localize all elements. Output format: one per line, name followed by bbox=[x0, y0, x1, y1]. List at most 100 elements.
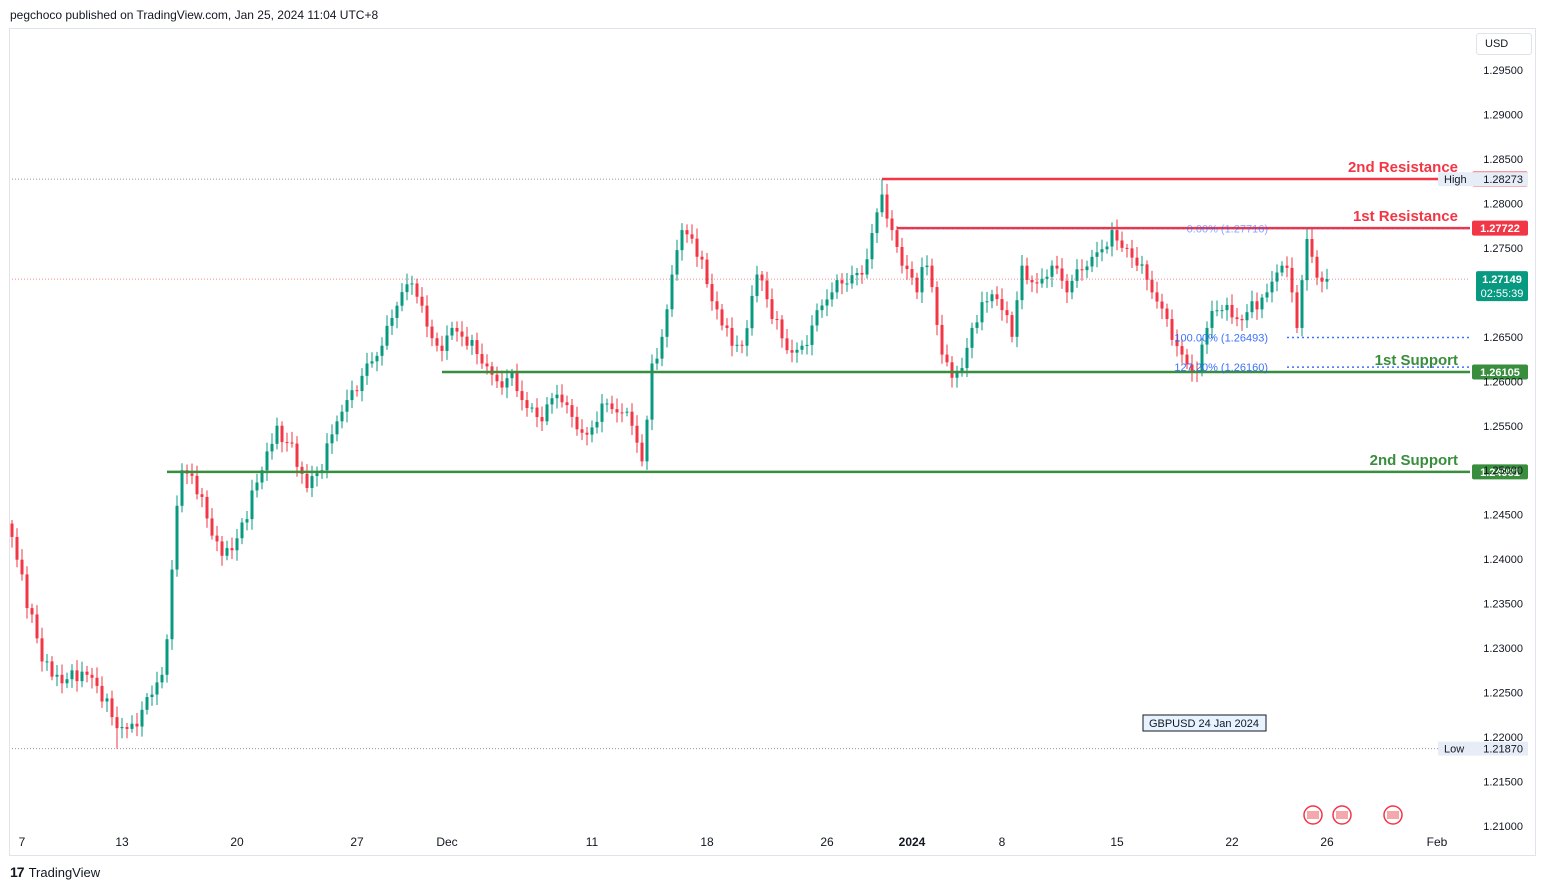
candle-body bbox=[1155, 292, 1159, 302]
y-tick-label: 1.25500 bbox=[1483, 421, 1523, 433]
x-tick-label: 26 bbox=[820, 835, 834, 849]
candle-body bbox=[1135, 257, 1139, 266]
candle-body bbox=[1305, 238, 1309, 281]
candle-body bbox=[1295, 292, 1299, 328]
x-tick-label: 22 bbox=[1225, 835, 1239, 849]
candle-body bbox=[850, 275, 854, 284]
candle-body bbox=[130, 723, 134, 729]
candle-body bbox=[115, 717, 119, 729]
candle-body bbox=[505, 378, 509, 388]
candle-body bbox=[35, 614, 39, 639]
candle-body bbox=[140, 709, 144, 727]
candle-body bbox=[1145, 264, 1149, 280]
candle-body bbox=[135, 723, 139, 727]
candle-body bbox=[745, 328, 749, 346]
candle-body bbox=[240, 522, 244, 539]
candle-body bbox=[220, 541, 224, 556]
level-price-text: 1.26105 bbox=[1480, 367, 1520, 379]
level-price-text: 1.27722 bbox=[1480, 223, 1520, 235]
candle-body bbox=[1140, 264, 1144, 266]
currency-selector[interactable]: USD bbox=[1476, 33, 1532, 55]
candle-body bbox=[230, 548, 234, 551]
candle-body bbox=[630, 411, 634, 426]
y-tick-label: 1.23500 bbox=[1483, 599, 1523, 611]
candle-body bbox=[1065, 280, 1069, 293]
candle-body bbox=[875, 212, 879, 234]
candle-body bbox=[520, 391, 524, 401]
candle-body bbox=[1115, 230, 1119, 241]
y-tick-label: 1.21500 bbox=[1483, 777, 1523, 789]
candle-body bbox=[1265, 292, 1269, 298]
fib-label: 127.20% (1.26160) bbox=[1174, 362, 1268, 374]
candle-body bbox=[855, 272, 859, 276]
candle-body bbox=[1035, 282, 1039, 284]
x-tick-label: 7 bbox=[19, 835, 26, 849]
candle-body bbox=[370, 361, 374, 364]
candle-body bbox=[250, 490, 254, 520]
candle-body bbox=[1040, 278, 1044, 284]
candle-body bbox=[480, 354, 484, 364]
candle-body bbox=[550, 398, 554, 405]
candle-body bbox=[1090, 256, 1094, 267]
level-label: 1st Resistance bbox=[1353, 208, 1458, 225]
candle-body bbox=[800, 345, 804, 350]
candle-body bbox=[475, 340, 479, 355]
candle-body bbox=[1245, 312, 1249, 321]
candle-body bbox=[840, 280, 844, 284]
candle-body bbox=[670, 274, 674, 310]
candle-body bbox=[410, 283, 414, 285]
candle-body bbox=[395, 305, 399, 318]
candle-body bbox=[615, 409, 619, 413]
candle-body bbox=[1320, 277, 1324, 282]
candle-body bbox=[935, 287, 939, 325]
x-tick-label: 8 bbox=[999, 835, 1006, 849]
candle-body bbox=[510, 372, 514, 379]
brand-name: TradingView bbox=[28, 864, 101, 880]
candle-body bbox=[690, 234, 694, 239]
candle-body bbox=[805, 344, 809, 346]
candle-body bbox=[485, 363, 489, 367]
candle-body bbox=[1045, 276, 1049, 279]
candle-body bbox=[720, 309, 724, 326]
candle-body bbox=[1000, 299, 1004, 311]
candle-body bbox=[1100, 249, 1104, 253]
candle-body bbox=[735, 344, 739, 346]
candle-body bbox=[710, 284, 714, 302]
candle-body bbox=[455, 327, 459, 332]
candle-body bbox=[680, 230, 684, 251]
candle-body bbox=[1260, 297, 1264, 310]
candle-body bbox=[1175, 339, 1179, 347]
candle-body bbox=[1180, 346, 1184, 355]
current-price-text: 1.27149 bbox=[1482, 274, 1522, 286]
candle-body bbox=[900, 246, 904, 266]
candle-body bbox=[865, 259, 869, 275]
candle-body bbox=[260, 470, 264, 483]
candle-body bbox=[270, 443, 274, 452]
candle-body bbox=[1085, 266, 1089, 271]
candle-body bbox=[225, 548, 229, 556]
x-tick-label: 27 bbox=[350, 835, 364, 849]
candle-body bbox=[1055, 265, 1059, 269]
extreme-tag-price: 1.21870 bbox=[1483, 744, 1523, 756]
candle-body bbox=[640, 442, 644, 462]
candle-body bbox=[1170, 319, 1174, 340]
candle-body bbox=[360, 375, 364, 392]
candle-body bbox=[465, 336, 469, 346]
candle-body bbox=[775, 319, 779, 321]
candle-body bbox=[920, 267, 924, 293]
candle-body bbox=[1080, 269, 1084, 271]
candle-body bbox=[1050, 265, 1054, 277]
chart-frame bbox=[9, 28, 1536, 856]
candle-body bbox=[1160, 301, 1164, 309]
extreme-tag bbox=[1438, 741, 1528, 756]
candle-body bbox=[215, 535, 219, 542]
candle-body bbox=[835, 280, 839, 293]
candle-body bbox=[1025, 265, 1029, 280]
candle-body bbox=[725, 325, 729, 328]
candle-body bbox=[795, 349, 799, 353]
candle-body bbox=[65, 679, 69, 684]
extreme-tag-label: High bbox=[1444, 174, 1467, 186]
candle-body bbox=[1070, 280, 1074, 293]
candle-body bbox=[415, 283, 419, 297]
